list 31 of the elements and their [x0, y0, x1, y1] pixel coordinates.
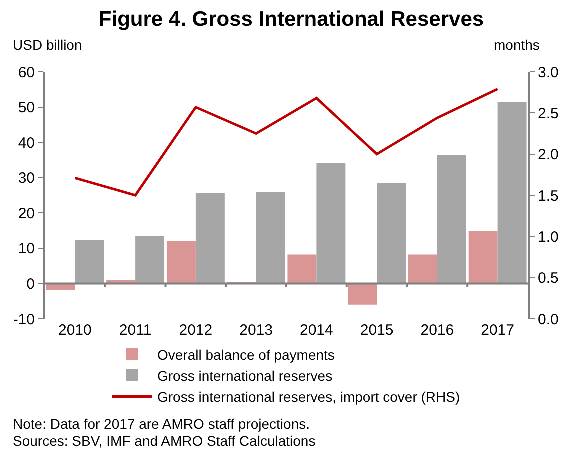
y-tick-label: 10 [18, 240, 35, 258]
x-tick-label: 2013 [240, 322, 273, 339]
y2-tick-label: 1.5 [538, 188, 559, 205]
y-tick-label: 0 [26, 276, 35, 293]
y-tick-label: 50 [18, 100, 35, 117]
x-tick-label: 2012 [179, 322, 213, 339]
y2-tick-label: 2.0 [538, 146, 559, 164]
y-axis-title: USD billion [13, 37, 82, 53]
text: Note: Data for 2017 are AMRO staff projections. [13, 416, 310, 432]
y2-axis-title: months [494, 37, 540, 53]
x-tick-label: 2016 [420, 322, 454, 339]
y-tick-label: -10 [13, 311, 35, 328]
x-tick-label: 2011 [119, 322, 152, 339]
x-tick-label: 2015 [360, 322, 394, 339]
chart-title: Figure 4. Gross International Reserves [98, 8, 484, 32]
y-tick-label: 20 [18, 205, 35, 222]
y2-tick-label: 0.5 [538, 270, 559, 288]
y2-tick-label: 3.0 [538, 64, 559, 82]
x-tick-label: 2014 [300, 322, 334, 339]
x-tick-label: 2017 [481, 322, 514, 339]
y2-tick-label: 1.0 [538, 228, 559, 246]
legend-label: Gross international reserves, import cover (RHS) [158, 389, 460, 406]
legend-label: Overall balance of payments [158, 346, 335, 363]
legend-label: Gross international reserves [158, 368, 333, 384]
x-tick-label: 2010 [58, 322, 92, 339]
y-tick-label: 40 [18, 134, 35, 152]
y-tick-label: 30 [18, 170, 35, 188]
y2-tick-label: 0.0 [538, 311, 559, 328]
source-note: Sources: SBV, IMF and AMRO Staff Calculations [13, 433, 316, 449]
y2-tick-label: 2.5 [538, 105, 559, 122]
y-tick-label: 60 [18, 64, 35, 82]
